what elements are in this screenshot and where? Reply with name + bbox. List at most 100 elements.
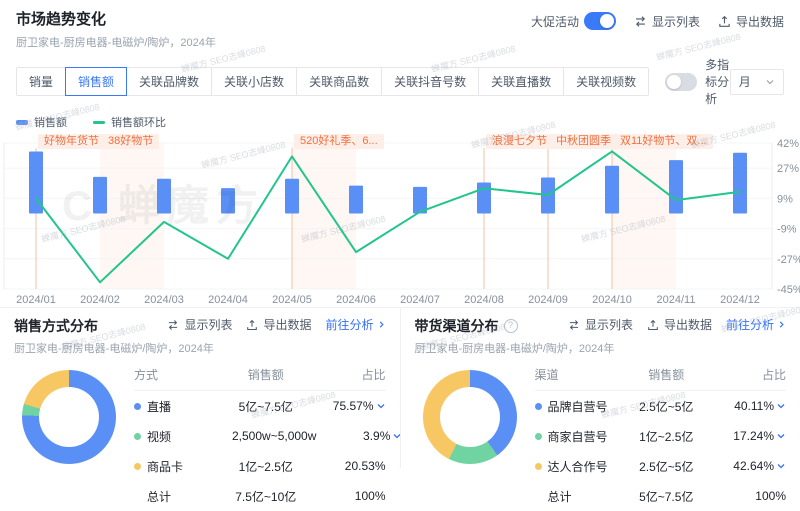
tab-7[interactable]: 关联直播数 — [478, 67, 564, 96]
chevron-down-icon — [765, 77, 775, 87]
y2-tick-label: -27% — [777, 254, 800, 266]
trend-chart-svg: 42%27%9%-9%-27%-45%2024/012024/022024/03… — [0, 131, 800, 307]
export-icon — [246, 319, 258, 331]
row-value: 2.5亿~5亿 — [633, 458, 701, 475]
toggle-knob — [667, 75, 681, 89]
info-icon[interactable]: ? — [504, 319, 518, 333]
tab-5[interactable]: 关联商品数 — [296, 67, 382, 96]
x-tick-label: 2024/09 — [528, 294, 568, 306]
period-select[interactable]: 月 — [730, 69, 784, 95]
y2-tick-label: -9% — [777, 224, 797, 236]
row-name: 视频 — [147, 428, 171, 445]
row-pct: 100% — [755, 489, 786, 503]
promo-activity-toggle[interactable] — [584, 12, 616, 30]
row-name: 达人合作号 — [548, 458, 608, 475]
chevron-down-icon[interactable] — [776, 461, 786, 471]
export-data-button[interactable]: 导出数据 — [647, 316, 712, 333]
legend-swatch — [16, 120, 28, 125]
bar-2024/08[interactable] — [477, 182, 491, 213]
promo-band — [612, 143, 676, 289]
promo-annotation[interactable]: 中秋团圆季 — [550, 134, 617, 149]
chevron-down-icon[interactable] — [776, 431, 786, 441]
channel-donut-chart — [423, 370, 517, 464]
bar-2024/10[interactable] — [605, 166, 619, 214]
chart-legend: 销售额 销售额环比 — [16, 115, 784, 129]
tab-8[interactable]: 关联视频数 — [563, 67, 649, 96]
row-pct: 40.11% — [734, 399, 774, 413]
go-analysis-link[interactable]: 前往分析 — [726, 316, 786, 333]
bar-2024/03[interactable] — [157, 179, 171, 214]
promo-annotation[interactable]: 38好物节 — [102, 134, 159, 149]
export-data-label: 导出数据 — [263, 316, 311, 333]
promo-annotation[interactable]: 双11好物节、双... — [614, 134, 713, 149]
row-pct: 42.64% — [733, 459, 774, 473]
x-tick-label: 2024/05 — [272, 294, 312, 306]
bar-2024/05[interactable] — [285, 179, 299, 214]
show-list-button[interactable]: 显示列表 — [568, 316, 633, 333]
tab-1[interactable]: 销量 — [16, 67, 66, 96]
show-list-button[interactable]: 显示列表 — [634, 13, 700, 30]
export-data-button[interactable]: 导出数据 — [718, 13, 784, 30]
show-list-label: 显示列表 — [585, 316, 633, 333]
row-value: 1亿~2.5亿 — [232, 458, 300, 475]
bar-2024/11[interactable] — [669, 160, 683, 213]
col-value: 销售额 — [232, 366, 300, 383]
x-tick-label: 2024/11 — [657, 294, 696, 306]
x-tick-label: 2024/02 — [80, 294, 120, 306]
title-block: 市场趋势变化 厨卫家电-厨房电器-电磁炉/陶炉，2024年 — [16, 8, 216, 50]
row-value: 5亿~7.5亿 — [232, 398, 300, 415]
bottom-panels: 销售方式分布 显示列表 导出数据 前往分析 厨卫家电-厨 — [0, 307, 800, 468]
series-color-dot — [535, 433, 542, 440]
list-switch-icon — [634, 15, 647, 28]
promo-annotation[interactable]: 520好礼季、6... — [294, 134, 384, 149]
legend-item[interactable]: 销售额环比 — [93, 114, 166, 130]
y2-tick-label: 9% — [777, 193, 793, 205]
go-analysis-link[interactable]: 前往分析 — [325, 316, 385, 333]
promo-activity-control: 大促活动 — [531, 12, 616, 30]
series-color-dot — [535, 403, 542, 410]
row-value: 2.5亿~5亿 — [633, 398, 701, 415]
row-pct: 100% — [355, 489, 386, 503]
legend-item[interactable]: 销售额 — [16, 114, 67, 130]
export-data-button[interactable]: 导出数据 — [246, 316, 311, 333]
chevron-down-icon[interactable] — [376, 401, 386, 411]
row-pct: 3.9% — [363, 429, 390, 443]
panel-title: 带货渠道分布 ? — [415, 316, 518, 336]
promo-annotation[interactable]: 好物年货节 — [38, 134, 105, 149]
tab-4[interactable]: 关联小店数 — [211, 67, 297, 96]
col-name: 方式 — [134, 366, 232, 383]
multi-metric-toggle[interactable] — [665, 73, 697, 91]
col-pct: 占比 — [700, 366, 786, 383]
bar-2024/02[interactable] — [93, 177, 107, 214]
row-name: 直播 — [147, 398, 171, 415]
bar-2024/12[interactable] — [733, 153, 747, 214]
row-pct: 17.24% — [733, 429, 774, 443]
metric-tabs: 销量销售额关联品牌数关联小店数关联商品数关联抖音号数关联直播数关联视频数 — [16, 67, 649, 96]
promo-annotation[interactable]: 浪漫七夕节 — [486, 134, 553, 149]
show-list-label: 显示列表 — [184, 316, 232, 333]
tab-6[interactable]: 关联抖音号数 — [381, 67, 479, 96]
series-color-dot — [535, 463, 542, 470]
show-list-button[interactable]: 显示列表 — [167, 316, 232, 333]
show-list-label: 显示列表 — [652, 13, 700, 30]
y2-tick-label: 27% — [777, 163, 799, 175]
export-data-label: 导出数据 — [736, 13, 784, 30]
sales-method-donut-chart — [22, 370, 116, 464]
tab-2[interactable]: 销售额 — [65, 67, 127, 96]
series-color-dot — [134, 403, 141, 410]
x-tick-label: 2024/12 — [720, 294, 760, 306]
bar-2024/04[interactable] — [221, 188, 235, 213]
bar-2024/06[interactable] — [349, 186, 363, 214]
trend-chart: 42%27%9%-9%-27%-45%2024/012024/022024/03… — [0, 131, 800, 307]
col-pct: 占比 — [300, 366, 386, 383]
tab-3[interactable]: 关联品牌数 — [126, 67, 212, 96]
col-name: 渠道 — [535, 366, 633, 383]
chevron-down-icon[interactable] — [776, 401, 786, 411]
